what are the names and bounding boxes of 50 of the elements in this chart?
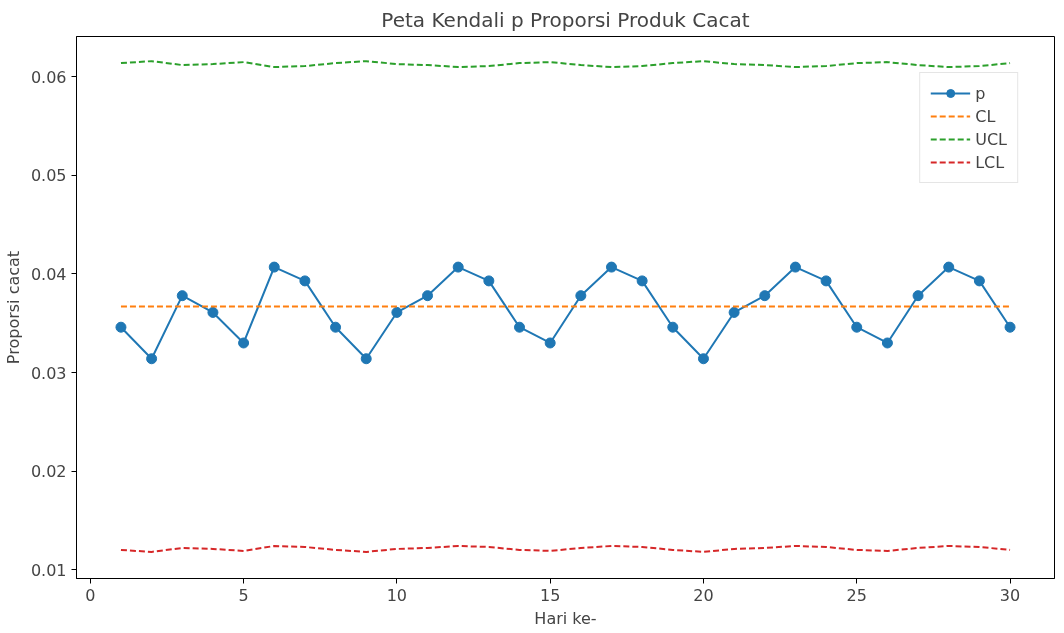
point [330, 321, 342, 333]
point [820, 275, 832, 287]
y-tick-label: 0.05 [30, 166, 67, 186]
legend-label: LCL [975, 152, 1005, 172]
point [575, 290, 587, 302]
point [452, 261, 464, 273]
y-tick-label: 0.01 [30, 560, 67, 580]
x-tick-label: 30 [999, 585, 1021, 605]
point [728, 306, 740, 318]
point [391, 306, 403, 318]
x-tick-label: 10 [386, 585, 408, 605]
y-tick-label: 0.03 [30, 363, 67, 383]
point [268, 261, 280, 273]
y-tick-label: 0.04 [30, 264, 67, 284]
x-tick-label: 15 [539, 585, 561, 605]
legend-label: UCL [975, 129, 1007, 149]
point [1004, 321, 1016, 333]
point [483, 275, 495, 287]
x-tick-label: 20 [693, 585, 714, 605]
point [636, 275, 648, 287]
x-tick-label: 0 [85, 585, 96, 605]
point [973, 275, 985, 287]
point [207, 306, 219, 318]
point [146, 353, 158, 365]
point [514, 321, 526, 333]
x-tick-label: 25 [846, 585, 867, 605]
legend-label: CL [975, 106, 996, 126]
y-tick-label: 0.06 [30, 67, 67, 87]
point [544, 337, 556, 349]
point [422, 290, 434, 302]
point [912, 290, 924, 302]
point [759, 290, 771, 302]
point [115, 321, 127, 333]
point [943, 261, 955, 273]
point [238, 337, 250, 349]
legend-label: p [975, 83, 987, 103]
point [360, 353, 372, 365]
point [851, 321, 863, 333]
point [789, 261, 801, 273]
y-axis-title: Proporsi cacat [3, 250, 23, 365]
chart-title: Peta Kendali p Proporsi Produk Cacat [381, 7, 750, 32]
point [697, 353, 709, 365]
point [605, 261, 617, 273]
x-axis-title: Hari ke- [534, 608, 597, 628]
x-tick-label: 5 [238, 585, 249, 605]
y-tick-label: 0.02 [30, 462, 67, 482]
point [881, 337, 893, 349]
point [299, 275, 311, 287]
point [667, 321, 679, 333]
point [176, 290, 188, 302]
